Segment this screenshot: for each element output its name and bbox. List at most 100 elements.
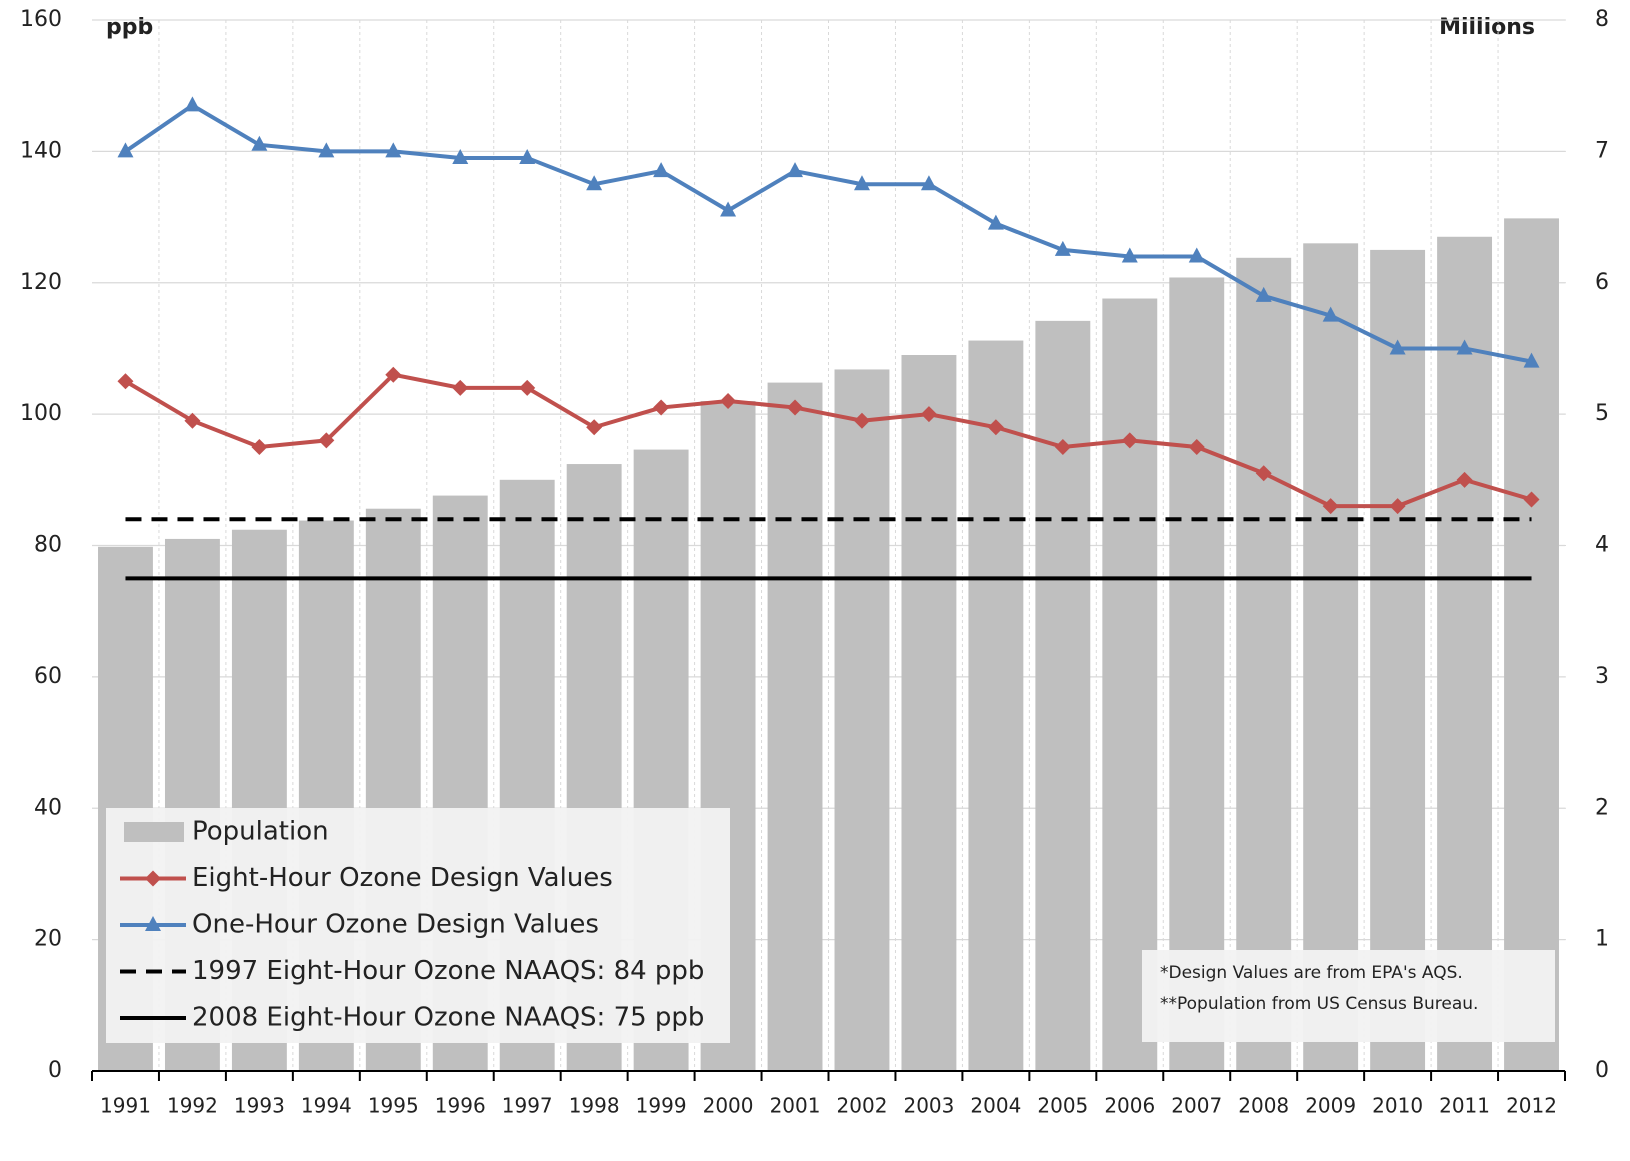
triangle-marker [251, 135, 268, 151]
y2-tick-label: 5 [1595, 401, 1609, 426]
legend-label: Population [192, 817, 329, 847]
notes-box [1142, 950, 1555, 1042]
x-tick-label: 2006 [1104, 1094, 1155, 1118]
bar [1504, 218, 1559, 1072]
y2-tick-label: 0 [1595, 1058, 1609, 1083]
triangle-marker [853, 175, 870, 191]
diamond-marker [1188, 438, 1205, 455]
diamond-marker [1121, 432, 1138, 449]
x-tick-label: 2009 [1305, 1094, 1356, 1118]
triangle-marker [1188, 247, 1205, 263]
x-tick-label: 2012 [1506, 1094, 1557, 1118]
y-tick-label: 20 [34, 927, 62, 952]
triangle-marker [987, 214, 1004, 230]
bar [968, 340, 1024, 1071]
legend-label: Eight-Hour Ozone Design Values [192, 863, 613, 893]
triangle-marker [1255, 286, 1272, 302]
diamond-marker [184, 412, 201, 429]
bar [1303, 243, 1359, 1071]
diamond-marker [519, 379, 536, 396]
y-tick-label: 40 [34, 795, 62, 820]
diamond-marker [987, 419, 1004, 436]
triangle-marker [586, 175, 603, 191]
y-tick-label: 160 [20, 7, 62, 32]
triangle-marker [519, 148, 536, 164]
y2-tick-label: 3 [1595, 664, 1609, 689]
triangle-marker [145, 916, 161, 931]
x-tick-label: 2007 [1171, 1094, 1222, 1118]
y-tick-label: 60 [34, 664, 62, 689]
x-tick-label: 1997 [502, 1094, 553, 1118]
x-tick-label: 2004 [970, 1094, 1021, 1118]
triangle-marker [1054, 240, 1071, 256]
diamond-marker [720, 392, 737, 409]
note: *Design Values are from EPA's AQS. [1160, 963, 1463, 983]
x-tick-label: 1994 [301, 1094, 352, 1118]
triangle-marker [1456, 339, 1473, 355]
triangle-marker [653, 162, 670, 178]
x-tick-label: 1993 [234, 1094, 285, 1118]
y2-axis-label: Millions [1439, 15, 1535, 40]
x-tick-label: 2005 [1037, 1094, 1088, 1118]
bar [901, 355, 957, 1072]
x-tick-label: 2011 [1439, 1094, 1490, 1118]
triangle-marker [117, 142, 134, 158]
y-tick-label: 140 [20, 138, 62, 163]
triangle-marker [1121, 247, 1138, 263]
x-tick-label: 2002 [837, 1094, 888, 1118]
diamond-marker [653, 399, 670, 416]
x-tick-label: 1999 [636, 1094, 687, 1118]
triangle-marker [318, 142, 335, 158]
line [124, 372, 1533, 509]
diamond-marker [787, 399, 804, 416]
diamond-marker [586, 419, 603, 436]
axes: 0 20 40 60 80 100 120 140 160 0 1 2 3 4 5 6 7 8 1991 1992 19… [20, 7, 1609, 1118]
diamond-marker [385, 366, 402, 383]
bar [1102, 298, 1158, 1071]
triangle-marker [920, 175, 937, 191]
y-tick-label: 0 [48, 1058, 62, 1083]
diamond-marker [1054, 438, 1071, 455]
note: **Population from US Census Bureau. [1160, 994, 1478, 1014]
diamond-marker [251, 438, 268, 455]
y2-tick-label: 4 [1595, 533, 1609, 558]
y-tick-label: 100 [20, 401, 62, 426]
diamond-marker [117, 373, 134, 390]
bar [1370, 249, 1426, 1071]
legend-swatch [124, 822, 184, 842]
y2-tick-label: 8 [1595, 7, 1609, 32]
bar [1437, 236, 1493, 1072]
legend-label: 1997 Eight-Hour Ozone NAAQS: 84 ppb [192, 956, 704, 986]
x-tick-label: 1998 [569, 1094, 620, 1118]
bar [767, 382, 823, 1072]
triangle-marker [787, 162, 804, 178]
x-tick-label: 2010 [1372, 1094, 1423, 1118]
triangle-marker [385, 142, 402, 158]
bar [834, 369, 890, 1071]
triangle-marker [452, 148, 469, 164]
legend-label: 2008 Eight-Hour Ozone NAAQS: 75 ppb [192, 1003, 704, 1033]
bar [1035, 320, 1091, 1071]
diamond-marker [318, 432, 335, 449]
line [124, 103, 1532, 364]
triangle-marker [720, 201, 737, 217]
diamond-marker [853, 412, 870, 429]
diamond-marker [1255, 465, 1272, 482]
x-tick-label: 1991 [100, 1094, 151, 1118]
y2-tick-label: 7 [1595, 138, 1609, 163]
y-tick-label: 120 [20, 270, 62, 295]
y-tick-label: 80 [34, 533, 62, 558]
diamond-marker [452, 379, 469, 396]
x-tick-label: 2003 [903, 1094, 954, 1118]
legend: Population Eight-Hour Ozone Design Values… [106, 808, 730, 1043]
x-tick-label: 1995 [368, 1094, 419, 1118]
diamond-marker [1389, 498, 1406, 515]
y-axis-label: ppb [106, 15, 153, 40]
x-tick-label: 2000 [703, 1094, 754, 1118]
notes: *Design Values are from EPA's AQS. **Popu… [1142, 950, 1555, 1042]
triangle-marker [1389, 339, 1406, 355]
x-tick-label: 1992 [167, 1094, 218, 1118]
x-tick-label: 2008 [1238, 1094, 1289, 1118]
diamond-marker [1456, 471, 1473, 488]
